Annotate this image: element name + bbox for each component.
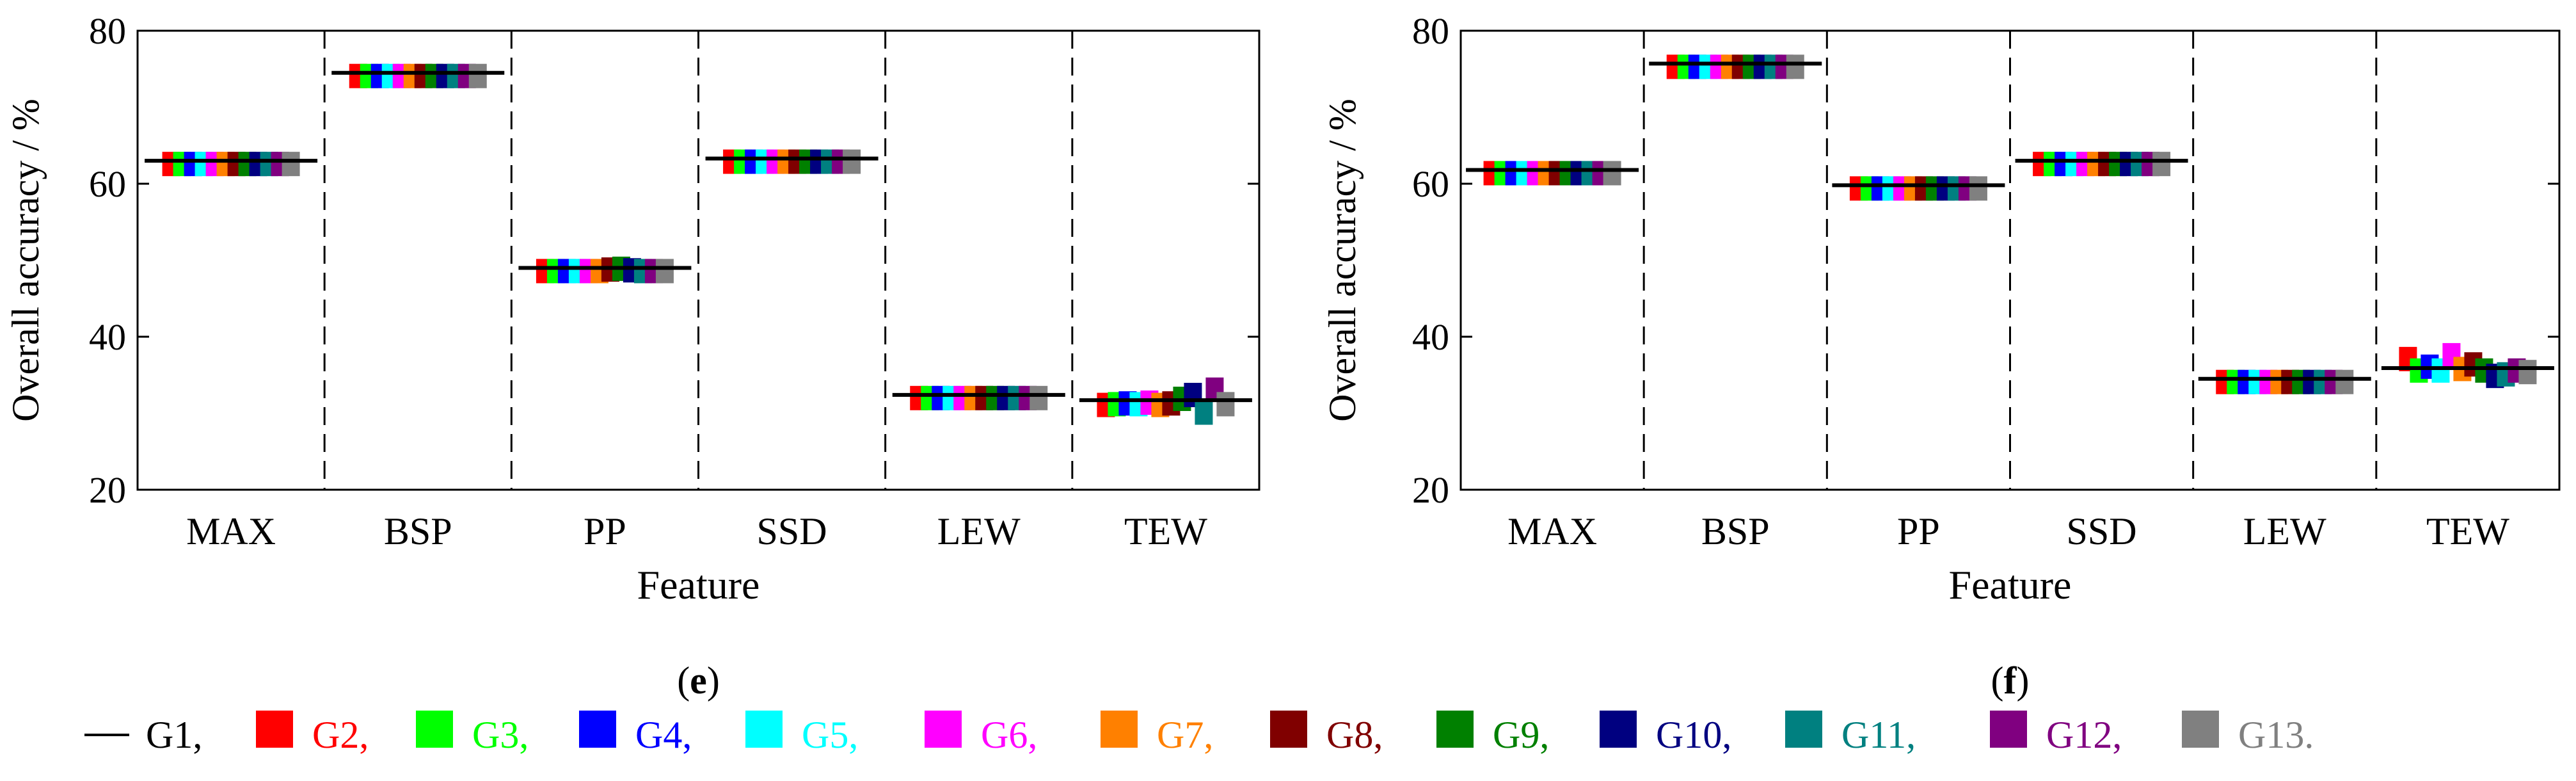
panel-label: (e): [677, 659, 720, 702]
x-tick-label: TEW: [1124, 510, 1207, 552]
x-axis-label: Feature: [637, 562, 760, 608]
y-tick-label: 80: [89, 10, 126, 52]
marker-g13: [468, 63, 487, 88]
legend-square-icon: [416, 711, 453, 748]
legend-square-icon: [745, 711, 783, 748]
chart-panel-f: 20 40 60 80 Overall accuracy / % MAX BSP PP SSD L…: [1321, 10, 2561, 702]
legend-label: G1,: [146, 714, 202, 756]
x-tick-label: LEW: [937, 510, 1021, 552]
legend-square-icon: [579, 711, 616, 748]
marker-g13: [1216, 392, 1235, 417]
legend-square-icon: [2182, 711, 2219, 748]
y-tick-label: 40: [89, 316, 126, 358]
y-axis-label: Overall accuracy / %: [4, 99, 47, 422]
panel-label-open: (: [677, 659, 690, 702]
marker-g13: [282, 152, 300, 177]
legend-square-icon: [1785, 711, 1822, 748]
x-tick-label: PP: [1897, 510, 1940, 552]
panel-label-letter: e: [690, 659, 707, 702]
legend-square-icon: [1990, 711, 2027, 748]
marker-g13: [655, 259, 674, 284]
x-tick-label: SSD: [757, 510, 827, 552]
x-tick-label: PP: [584, 510, 626, 552]
x-axis-label: Feature: [1949, 562, 2072, 608]
marker-g13: [1969, 176, 1987, 201]
legend-label: G6,: [981, 714, 1037, 756]
y-tick-label: 60: [89, 163, 126, 205]
legend-label: G2,: [312, 714, 369, 756]
marker-g13: [2518, 360, 2537, 385]
legend-label: G10,: [1656, 714, 1731, 756]
panel-label: (f): [1991, 659, 2030, 702]
legend-label: G9,: [1493, 714, 1549, 756]
legend-label: G8,: [1326, 714, 1383, 756]
panel-label-close: ): [2016, 659, 2029, 702]
legend-label: G12,: [2046, 714, 2122, 756]
legend-label: G11,: [1841, 714, 1916, 756]
x-tick-label: TEW: [2426, 510, 2509, 552]
legend-label: G4,: [635, 714, 692, 756]
legend: G1, G2, G3, G4, G5, G6, G7, G8, G9, G10, G11, G12, G…: [84, 711, 2314, 756]
legend-label: G5,: [802, 714, 858, 756]
legend-square-icon: [256, 711, 293, 748]
y-tick-label: 20: [89, 469, 126, 511]
chart-panel-e: 20 40 60 80 Overall accuracy / % MAX BSP PP SSD L…: [4, 10, 1260, 702]
legend-square-icon: [1101, 711, 1138, 748]
x-tick-label: MAX: [1507, 510, 1597, 552]
legend-label: G3,: [472, 714, 529, 756]
x-tick-label: BSP: [384, 510, 452, 552]
legend-square-icon: [925, 711, 962, 748]
legend-label: G13.: [2238, 714, 2314, 756]
x-tick-label: MAX: [186, 510, 276, 552]
legend-square-icon: [1436, 711, 1474, 748]
marker-g13: [843, 149, 861, 174]
x-tick-label: BSP: [1701, 510, 1770, 552]
y-tick-label: 40: [1412, 316, 1449, 358]
x-tick-label: LEW: [2243, 510, 2326, 552]
y-tick-label: 80: [1412, 10, 1449, 52]
legend-square-icon: [1600, 711, 1637, 748]
marker-g13: [1030, 385, 1048, 410]
y-tick-label: 60: [1412, 163, 1449, 205]
x-tick-label: SSD: [2067, 510, 2137, 552]
legend-square-icon: [1270, 711, 1307, 748]
marker-g11: [1195, 400, 1213, 425]
legend-label: G7,: [1157, 714, 1213, 756]
panel-label-close: ): [707, 659, 720, 702]
marker-g13: [1786, 54, 1804, 79]
panel-label-open: (: [1991, 659, 2004, 702]
y-axis-label: Overall accuracy / %: [1321, 99, 1364, 422]
y-tick-label: 20: [1412, 469, 1449, 511]
marker-g13: [1603, 161, 1621, 186]
marker-g13: [2335, 369, 2354, 394]
panel-label-letter: f: [2004, 659, 2017, 702]
marker-g13: [2152, 152, 2171, 177]
